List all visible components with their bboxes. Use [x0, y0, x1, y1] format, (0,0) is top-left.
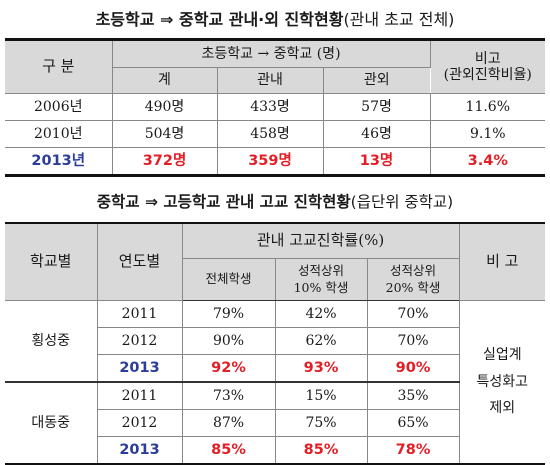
row-year: 2011 — [96, 300, 183, 328]
header-note: 비 고 — [458, 222, 546, 301]
note-line: 실업계 — [482, 347, 522, 364]
row-year: 2010년 — [5, 120, 113, 148]
sub-top10: 성적상위 10% 학생 — [274, 258, 368, 301]
row-top10: 42% — [274, 300, 368, 328]
table-row: 2012 90% 62% 70% — [5, 327, 545, 355]
row-inside: 458명 — [217, 120, 324, 148]
row-all: 90% — [181, 327, 276, 355]
header-note: 비고 (관외진학비율) — [430, 40, 545, 94]
header-note-line1: 비고 — [474, 50, 501, 67]
row-year: 2013년 — [5, 147, 113, 176]
row-ratio: 3.4% — [430, 147, 546, 176]
sub-total: 계 — [112, 67, 218, 94]
table-row: 2006년 490명 433명 57명 11.6% — [5, 93, 546, 121]
row-inside: 359명 — [217, 147, 324, 176]
header-gubun: 구 분 — [5, 39, 113, 94]
row-top10: 15% — [274, 381, 368, 410]
row-top10: 62% — [274, 327, 368, 355]
row-top20: 78% — [366, 436, 460, 465]
row-inside: 433명 — [217, 93, 324, 121]
row-all: 87% — [181, 409, 276, 437]
title1-main: 초등학교 ⇒ 중학교 관내·외 진학현황 — [95, 10, 344, 29]
row-top20: 70% — [366, 327, 460, 355]
row-top20: 65% — [366, 409, 460, 437]
row-top10: 75% — [274, 409, 368, 437]
row-total: 372명 — [112, 147, 218, 176]
sub-inside: 관내 — [217, 67, 324, 94]
school-name: 대동중 — [5, 381, 98, 465]
row-top20: 35% — [366, 381, 460, 410]
sub-top20-line2: 20% 학생 — [385, 279, 441, 295]
sub-outside: 관외 — [323, 67, 431, 94]
title1-sub: (관내 초교 전체) — [343, 10, 455, 29]
row-outside: 46명 — [323, 120, 431, 148]
middle-to-high-table: 학교별 연도별 관내 고교진학률(%) 비 고 전체학생 성적상위 10% 학생 … — [5, 222, 546, 465]
header-year: 연도별 — [96, 222, 183, 301]
row-year: 2013 — [97, 436, 183, 465]
row-all: 79% — [181, 300, 276, 328]
title2-main: 중학교 ⇒ 고등학교 관내 고교 진학현황 — [96, 193, 351, 211]
header-school: 학교별 — [5, 222, 98, 301]
title-elementary-to-middle: 초등학교 ⇒ 중학교 관내·외 진학현황(관내 초교 전체) — [0, 6, 550, 30]
row-top10: 85% — [274, 436, 368, 465]
row-ratio: 9.1% — [430, 120, 546, 148]
title2-sub: (읍단위 중학교) — [350, 193, 454, 211]
school-name: 횡성중 — [5, 300, 98, 383]
row-all: 85% — [181, 436, 276, 465]
row-total: 490명 — [112, 93, 218, 121]
sub-top20: 성적상위 20% 학생 — [366, 258, 460, 301]
note-line: 제외 — [489, 400, 516, 417]
header-group: 초등학교 → 중학교 (명) — [112, 39, 431, 68]
row-year: 2013 — [97, 354, 183, 383]
header-group: 관내 고교진학률(%) — [181, 222, 460, 259]
row-all: 92% — [181, 354, 276, 383]
note-line: 특성화고 — [476, 373, 529, 390]
table2-header-row: 학교별 연도별 관내 고교진학률(%) 비 고 — [5, 222, 546, 301]
sub-top10-line2: 10% 학생 — [293, 279, 349, 295]
sub-top20-line1: 성적상위 — [390, 263, 437, 279]
row-outside: 57명 — [323, 93, 431, 121]
row-year: 2006년 — [5, 93, 113, 121]
row-year: 2012 — [97, 327, 183, 355]
title-middle-to-high: 중학교 ⇒ 고등학교 관내 고교 진학현황(읍단위 중학교) — [0, 190, 550, 212]
elementary-to-middle-table: 구 분 초등학교 → 중학교 (명) 비고 (관외진학비율) 계 관내 관외 20… — [5, 38, 546, 177]
table-row-highlight: 2013년 372명 359명 13명 3.4% — [5, 147, 546, 176]
row-ratio: 11.6% — [430, 93, 546, 121]
row-top20: 90% — [366, 354, 460, 383]
header-note-line2: (관외진학비율) — [443, 67, 532, 83]
table-row: 2012 87% 75% 65% — [5, 409, 545, 437]
row-top10: 93% — [274, 354, 368, 383]
row-total: 504명 — [112, 120, 218, 148]
row-year: 2012 — [97, 409, 183, 437]
row-outside: 13명 — [323, 147, 431, 176]
table-row: 대동중 2011 73% 15% 35% — [5, 381, 545, 465]
sub-all: 전체학생 — [182, 258, 276, 301]
row-all: 73% — [181, 381, 276, 410]
table-row: 2010년 504명 458명 46명 9.1% — [5, 120, 546, 148]
table1-header-row: 구 분 초등학교 → 중학교 (명) 비고 (관외진학비율) — [5, 39, 546, 94]
row-year: 2011 — [96, 381, 183, 410]
row-top20: 70% — [366, 300, 460, 328]
sub-top10-line1: 성적상위 — [297, 263, 344, 279]
